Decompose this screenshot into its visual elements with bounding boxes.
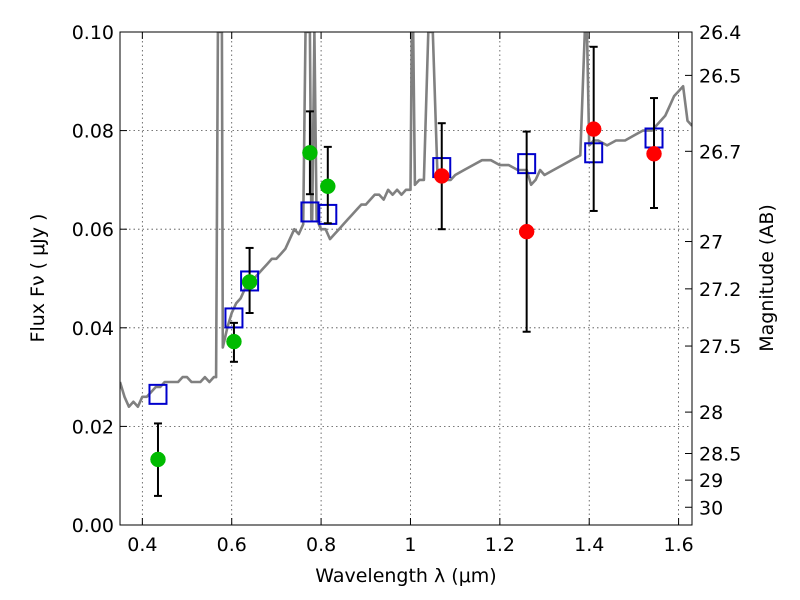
x-tick-label: 1.2 [485,534,515,556]
sed-model-line [120,32,692,407]
y-tick-label: 0.10 [72,22,114,44]
right-tick-label: 26.4 [699,22,741,44]
right-tick-label: 27 [699,232,723,254]
grid-lines [120,32,692,525]
right-tick-label: 28 [699,402,723,424]
observed-data-point [586,122,601,137]
observed-data-point [647,146,662,161]
right-axis-title: Magnitude (AB) [756,204,778,352]
observed-data-point [434,168,449,183]
y-tick-label: 0.06 [72,219,114,241]
right-tick-label: 30 [699,497,723,519]
x-tick-label: 0.4 [127,534,157,556]
y-tick-label: 0.08 [72,121,114,143]
right-tick-label: 26.7 [699,141,741,163]
axis-ticks: 0.4 0.6 0.8 1 1.2 1.4 1.6 0.00 0.02 0.04 0.06 0.08 0… [72,22,742,556]
right-tick-label: 27.2 [699,279,741,301]
y-axis-title: Flux Fν ( μJy ) [27,214,49,343]
x-tick-label: 0.8 [306,534,336,556]
observed-data-point [226,334,241,349]
y-tick-label: 0.02 [72,416,114,438]
y-tick-label: 0.04 [72,318,114,340]
x-axis-title: Wavelength λ (μm) [315,565,496,587]
observed-data-point [242,274,257,289]
right-tick-label: 26.5 [699,65,741,87]
right-tick-label: 27.5 [699,336,741,358]
y-tick-label: 0.00 [72,515,114,537]
observed-data-point [320,179,335,194]
observed-data-point [150,452,165,467]
observed-data-point [302,145,317,160]
right-tick-label: 28.5 [699,444,741,466]
plot-frame [120,32,692,525]
x-tick-label: 1.6 [663,534,693,556]
observed-data-point [519,224,534,239]
right-tick-label: 29 [699,470,723,492]
sed-chart: 0.4 0.6 0.8 1 1.2 1.4 1.6 0.00 0.02 0.04 0.06 0.08 0… [0,0,800,600]
x-tick-label: 1 [404,534,416,556]
x-tick-label: 1.4 [574,534,604,556]
x-tick-label: 0.6 [217,534,247,556]
